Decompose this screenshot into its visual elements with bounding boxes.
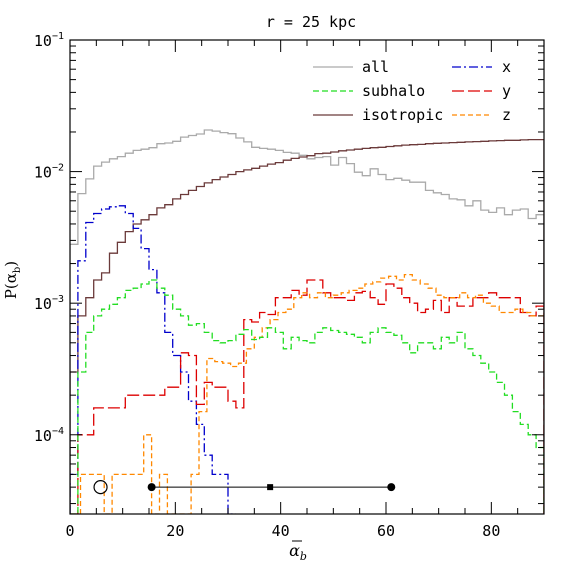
- x-axis-label-sub: b: [300, 550, 307, 563]
- y-tick-label: 10−3: [34, 294, 64, 313]
- series-layer: [70, 129, 544, 514]
- errorbar-left-dot: [147, 483, 156, 492]
- y-tick-label: 10−2: [34, 163, 64, 182]
- series-z: [79, 273, 544, 514]
- x-tick-label: 20: [166, 522, 184, 540]
- x-tick-label: 80: [482, 522, 500, 540]
- legend-label-z: z: [502, 106, 511, 124]
- x-axis-label: αb: [289, 541, 307, 563]
- legend-label-y: y: [502, 82, 511, 100]
- series-y: [70, 279, 544, 514]
- tick-layer: 0 20 40 60 80 10−4 10−3 10−2 10−1: [34, 31, 545, 540]
- legend-label-x: x: [502, 58, 511, 76]
- open-circle-marker: [93, 480, 108, 495]
- y-tick-label: 10−4: [34, 426, 64, 445]
- x-tick-label: 40: [272, 522, 290, 540]
- series-x: [70, 205, 236, 514]
- x-axis-label-main: α: [289, 541, 300, 560]
- y-axis-label-sub: b: [12, 267, 23, 273]
- y-axis-label-close: ): [2, 261, 20, 267]
- chart-title: r = 25 kpc: [266, 13, 356, 31]
- errorbar-right-dot: [387, 483, 396, 492]
- series-all: [70, 129, 544, 514]
- x-tick-label: 0: [65, 522, 74, 540]
- marker-layer: [93, 480, 396, 495]
- legend: all subhalo isotropic xyz: [313, 58, 511, 124]
- legend-label-subhalo: subhalo: [362, 82, 425, 100]
- y-axis-label: P(αb): [2, 261, 23, 299]
- errorbar-center-square: [267, 484, 274, 491]
- plot-frame: [69, 39, 545, 515]
- y-tick-label: 10−1: [34, 31, 64, 50]
- legend-label-isotropic: isotropic: [362, 106, 443, 124]
- y-axis-label-main: P(α: [2, 273, 20, 299]
- legend-label-all: all: [362, 58, 389, 76]
- series-isotropic: [70, 138, 544, 514]
- x-tick-label: 60: [377, 522, 395, 540]
- series-subhalo: [70, 279, 544, 514]
